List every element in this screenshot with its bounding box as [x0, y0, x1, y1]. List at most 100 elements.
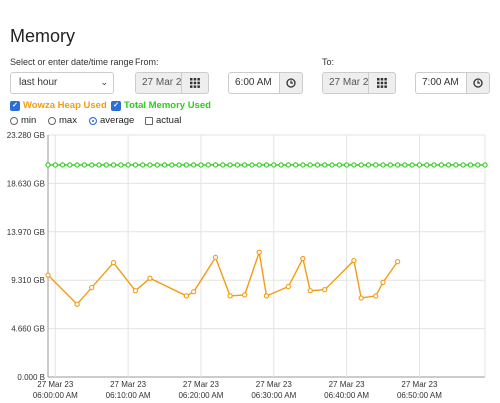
- total-memory-used-point: [343, 162, 350, 168]
- radio-selected-icon: [89, 116, 97, 125]
- from-clock-button[interactable]: [279, 72, 303, 94]
- toggle-wowza-heap-label: Wowza Heap Used: [23, 100, 107, 111]
- x-tick-time: 06:00:00 AM: [33, 391, 78, 400]
- y-tick-label: 18.630 GB: [7, 179, 45, 188]
- calendar-grid-icon: [190, 78, 200, 88]
- total-memory-used-point: [205, 162, 211, 168]
- to-date-input[interactable]: 27 Mar 2: [322, 72, 369, 94]
- wowza-heap-used-point: [380, 279, 386, 286]
- wowza-heap-used-point: [212, 254, 219, 261]
- calendar-grid-icon: [377, 78, 387, 88]
- y-tick-label: 13.970 GB: [7, 228, 45, 237]
- total-memory-used-point: [329, 162, 335, 168]
- wowza-heap-used-point: [373, 293, 379, 299]
- total-memory-used-point: [263, 162, 270, 168]
- total-memory-used-point: [147, 162, 153, 168]
- checkbox-checked-icon: ✓: [111, 100, 121, 111]
- memory-chart: 0.000 B 4.660 GB 9.310 GB 13.970 GB 18.630 G…: [7, 131, 488, 400]
- x-tick-time: 06:10:00 AM: [106, 391, 151, 400]
- total-memory-used-point: [183, 162, 190, 168]
- total-memory-used-point: [125, 162, 131, 168]
- total-memory-used-point: [300, 162, 306, 168]
- chart-series: [45, 162, 488, 307]
- from-time-input[interactable]: 6:00 AM: [228, 72, 280, 94]
- option-min[interactable]: min: [10, 115, 36, 126]
- total-memory-used-point: [89, 162, 95, 168]
- wowza-heap-used-point: [256, 249, 262, 255]
- total-memory-used-point: [74, 162, 80, 168]
- radio-icon: [48, 116, 56, 125]
- total-memory-used-point: [212, 162, 219, 168]
- total-memory-used-point: [409, 162, 415, 168]
- to-clock-button[interactable]: [466, 72, 490, 94]
- total-memory-used-point: [431, 162, 437, 168]
- radio-icon: [10, 116, 18, 125]
- total-memory-used-point: [227, 162, 233, 168]
- total-memory-used-point: [475, 162, 481, 168]
- x-tick-date: 27 Mar 23: [256, 380, 293, 389]
- x-tick-date: 27 Mar 23: [183, 380, 220, 389]
- option-max[interactable]: max: [48, 115, 77, 126]
- option-actual[interactable]: actual: [145, 115, 181, 126]
- total-memory-used-point: [373, 162, 379, 168]
- to-calendar-button[interactable]: [368, 72, 396, 94]
- total-memory-used-point: [438, 162, 444, 168]
- total-memory-used-point: [271, 162, 277, 168]
- total-memory-used-point: [59, 162, 66, 168]
- wowza-heap-used-point: [285, 283, 291, 290]
- total-memory-used-point: [81, 162, 88, 168]
- total-memory-used-point: [191, 162, 197, 168]
- total-memory-used-point: [154, 162, 160, 168]
- wowza-heap-used-point: [74, 301, 80, 307]
- y-tick-label: 0.000 B: [17, 373, 45, 382]
- x-axis-labels: 27 Mar 23 06:00:00 AM 27 Mar 23 06:10:00 AM…: [33, 380, 442, 400]
- toggle-wowza-heap-used[interactable]: ✓ Wowza Heap Used: [10, 100, 107, 111]
- total-memory-used-point: [67, 162, 73, 168]
- wowza-heap-used-point: [358, 295, 364, 301]
- from-calendar-button[interactable]: [181, 72, 209, 94]
- option-average[interactable]: average: [89, 115, 134, 126]
- total-memory-used-point: [380, 162, 386, 168]
- x-tick-time: 06:30:00 AM: [251, 391, 296, 400]
- total-memory-used-point: [445, 162, 452, 168]
- page-title: Memory: [10, 26, 76, 46]
- total-memory-used-point: [169, 162, 175, 168]
- range-select[interactable]: last hour ⌄: [10, 72, 114, 94]
- total-memory-used-point: [424, 162, 430, 168]
- total-memory-used-point: [103, 162, 109, 168]
- total-memory-used-point: [307, 162, 313, 168]
- from-date-input[interactable]: 27 Mar 2: [135, 72, 182, 94]
- total-memory-used-point: [292, 162, 299, 168]
- toggle-total-memory-label: Total Memory Used: [124, 100, 211, 111]
- total-memory-used-point: [220, 162, 226, 168]
- option-min-label: min: [21, 115, 37, 126]
- total-memory-used-point: [198, 162, 204, 168]
- to-time-input[interactable]: 7:00 AM: [415, 72, 467, 94]
- total-memory-used-point: [161, 162, 168, 168]
- wowza-heap-used-point: [45, 272, 51, 278]
- wowza-heap-used-point: [307, 288, 313, 294]
- toggle-total-memory-used[interactable]: ✓ Total Memory Used: [111, 100, 211, 111]
- total-memory-used-point: [387, 162, 393, 168]
- total-memory-used-point: [234, 162, 241, 168]
- total-memory-used-point: [351, 162, 357, 168]
- wowza-heap-used-point: [394, 258, 401, 265]
- x-tick-date: 27 Mar 23: [329, 380, 366, 389]
- chevron-down-icon: ⌄: [100, 77, 108, 87]
- chart-grid: [47, 134, 486, 378]
- y-tick-label: 4.660 GB: [11, 325, 45, 334]
- total-memory-used-point: [256, 162, 262, 168]
- wowza-heap-used-point: [147, 275, 153, 281]
- total-memory-used-point: [322, 162, 328, 168]
- wowza-heap-used-point: [110, 260, 117, 266]
- wowza-heap-used-point: [322, 287, 328, 293]
- total-memory-used-point: [358, 162, 364, 168]
- range-label: Select or enter date/time range: [10, 57, 134, 67]
- total-memory-used-point: [402, 162, 408, 168]
- total-memory-used-point: [467, 162, 474, 168]
- checkbox-checked-icon: ✓: [10, 100, 20, 111]
- total-memory-used-point: [110, 162, 117, 168]
- x-tick-date: 27 Mar 23: [37, 380, 74, 389]
- x-tick-time: 06:40:00 AM: [324, 391, 369, 400]
- total-memory-used-point: [460, 162, 466, 168]
